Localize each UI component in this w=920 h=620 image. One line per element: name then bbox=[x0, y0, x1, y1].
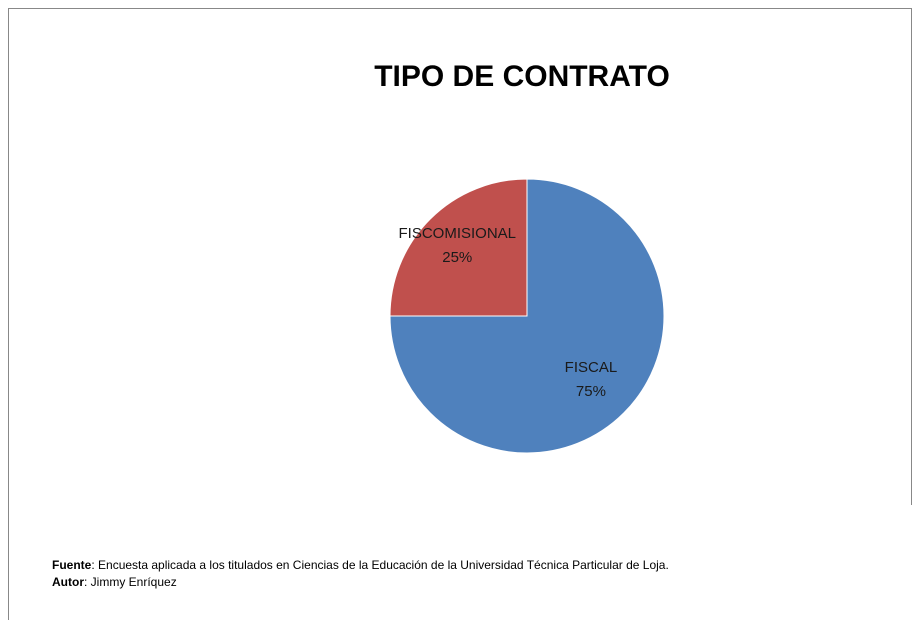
author-note: Autor: Jimmy Enríquez bbox=[52, 575, 177, 589]
chart-title: TIPO DE CONTRATO bbox=[374, 60, 670, 93]
pie bbox=[389, 178, 665, 454]
note-text: : Jimmy Enríquez bbox=[84, 575, 177, 589]
note-text: : Encuesta aplicada a los titulados en C… bbox=[91, 558, 668, 572]
value-label: 75% bbox=[576, 383, 606, 400]
note-label: Autor bbox=[52, 575, 84, 589]
labels: FISCAL 75% FISCOMISIONAL 25% bbox=[398, 225, 617, 400]
category-label: FISCAL bbox=[565, 359, 618, 376]
value-label: 25% bbox=[442, 249, 472, 266]
note-label: Fuente bbox=[52, 558, 92, 572]
pie-slice bbox=[389, 178, 528, 317]
frame bbox=[8, 8, 912, 620]
pie-slice bbox=[389, 178, 665, 454]
source-note: Fuente: Encuesta aplicada a los titulado… bbox=[52, 558, 669, 572]
category-label: FISCOMISIONAL bbox=[398, 225, 516, 242]
